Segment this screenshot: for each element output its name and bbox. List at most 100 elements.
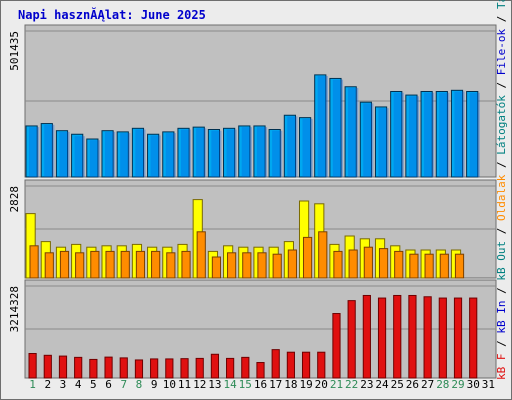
- top-ymax-label: 501435: [8, 31, 21, 71]
- legend-item: Látogatók: [495, 95, 508, 155]
- top-visits-bar: [466, 91, 479, 178]
- bottom-kbf-bar: [104, 356, 113, 379]
- x-tick-label: 9: [151, 378, 158, 391]
- legend-item: kB F: [495, 354, 508, 381]
- x-tick-label: 28: [436, 378, 449, 391]
- middle-files-bar: [424, 253, 434, 279]
- top-visits-bar: [223, 127, 236, 178]
- x-tick-label: 24: [375, 378, 389, 391]
- legend-item: Oldalak: [495, 174, 508, 221]
- x-tick-label: 27: [421, 378, 434, 391]
- middle-files-bar: [181, 250, 191, 279]
- top-visits-bar: [238, 125, 251, 178]
- middle-files-bar: [363, 246, 373, 279]
- bottom-kbf-bar: [469, 297, 478, 379]
- middle-files-bar: [105, 250, 115, 279]
- middle-files-bar: [257, 252, 267, 279]
- middle-ymax-label: 2828: [8, 186, 21, 213]
- x-tick-label: 29: [451, 378, 464, 391]
- middle-files-bar: [90, 250, 100, 279]
- x-tick-label: 21: [330, 378, 343, 391]
- bottom-kbf-bar: [134, 359, 144, 379]
- middle-files-bar: [242, 252, 252, 279]
- middle-files-bar: [333, 250, 343, 279]
- legend-item: Találatok: [495, 0, 508, 9]
- legend-item: /: [495, 155, 508, 175]
- legend-item: /: [495, 9, 508, 29]
- top-visits-bar: [162, 131, 175, 178]
- x-tick-label: 23: [360, 378, 373, 391]
- bottom-kbf-bar: [286, 351, 295, 379]
- x-tick-label: 11: [178, 378, 191, 391]
- middle-files-bar: [196, 231, 206, 279]
- bottom-kbf-bar: [89, 358, 98, 379]
- top-visits-bar: [450, 89, 464, 178]
- middle-files-bar: [454, 253, 465, 279]
- top-visits-bar: [86, 138, 99, 178]
- top-pages-bar: [241, 127, 252, 177]
- top-visits-bar: [435, 91, 448, 178]
- top-pages-bar: [211, 130, 222, 177]
- middle-files-bar: [211, 256, 222, 279]
- middle-files-bar: [439, 253, 449, 279]
- bottom-ymax-label: 3214328: [8, 286, 21, 332]
- top-visits-bar: [101, 130, 114, 178]
- x-tick-label: 14: [223, 378, 237, 391]
- middle-files-bar: [394, 250, 404, 279]
- top-pages-bar: [226, 129, 237, 177]
- top-pages-bar: [302, 118, 313, 177]
- top-visits-bar: [71, 133, 84, 178]
- bottom-kbf-bar: [180, 358, 189, 379]
- top-visits-bar: [207, 129, 221, 178]
- top-visits-bar: [268, 129, 281, 178]
- middle-files-bar: [135, 250, 146, 279]
- x-tick-label: 10: [163, 378, 176, 391]
- x-tick-label: 20: [315, 378, 328, 391]
- x-tick-label: 13: [208, 378, 221, 391]
- legend-item: File-ok: [495, 29, 508, 76]
- x-tick-label: 17: [269, 378, 282, 391]
- bottom-kbf-bar: [74, 356, 83, 379]
- top-pages-bar: [363, 103, 374, 177]
- top-pages-bar: [196, 128, 207, 177]
- bottom-kbf-bar: [408, 294, 417, 379]
- top-visits-bar: [390, 91, 403, 178]
- bottom-kbf-bar: [317, 351, 326, 379]
- x-tick-label: 18: [284, 378, 297, 391]
- top-pages-bar: [439, 92, 450, 177]
- middle-files-bar: [409, 253, 419, 279]
- top-pages-bar: [89, 140, 100, 177]
- top-visits-bar: [25, 125, 38, 178]
- top-pages-bar: [454, 91, 465, 177]
- middle-files-bar: [287, 249, 297, 279]
- top-pages-bar: [150, 135, 161, 177]
- bottom-kbf-bar: [226, 357, 235, 379]
- top-visits-bar: [192, 126, 205, 178]
- bottom-kbf-bar: [438, 297, 447, 379]
- top-pages-bar: [135, 129, 146, 177]
- middle-files-bar: [151, 250, 161, 279]
- x-tick-label: 4: [75, 378, 82, 391]
- top-visits-bar: [359, 101, 372, 178]
- bottom-kbf-bar: [332, 313, 341, 379]
- top-pages-bar: [469, 92, 480, 177]
- x-tick-label: 1: [29, 378, 36, 391]
- x-tick-label: 3: [60, 378, 67, 391]
- middle-files-bar: [75, 252, 85, 279]
- middle-files-bar: [166, 252, 176, 279]
- legend-item: kB In: [495, 301, 508, 334]
- bottom-kbf-bar: [210, 353, 220, 379]
- x-tick-label: 12: [193, 378, 206, 391]
- top-visits-bar: [177, 127, 190, 178]
- top-pages-bar: [272, 130, 283, 177]
- x-tick-label: 26: [406, 378, 419, 391]
- top-pages-bar: [317, 76, 328, 177]
- top-pages-bar: [378, 108, 389, 177]
- middle-files-bar: [44, 252, 54, 279]
- bottom-kbf-bar: [256, 362, 265, 379]
- top-visits-bar: [374, 106, 388, 178]
- middle-files-bar: [348, 249, 358, 279]
- x-tick-label: 5: [90, 378, 97, 391]
- top-pages-bar: [332, 79, 344, 177]
- middle-files-bar: [227, 252, 237, 279]
